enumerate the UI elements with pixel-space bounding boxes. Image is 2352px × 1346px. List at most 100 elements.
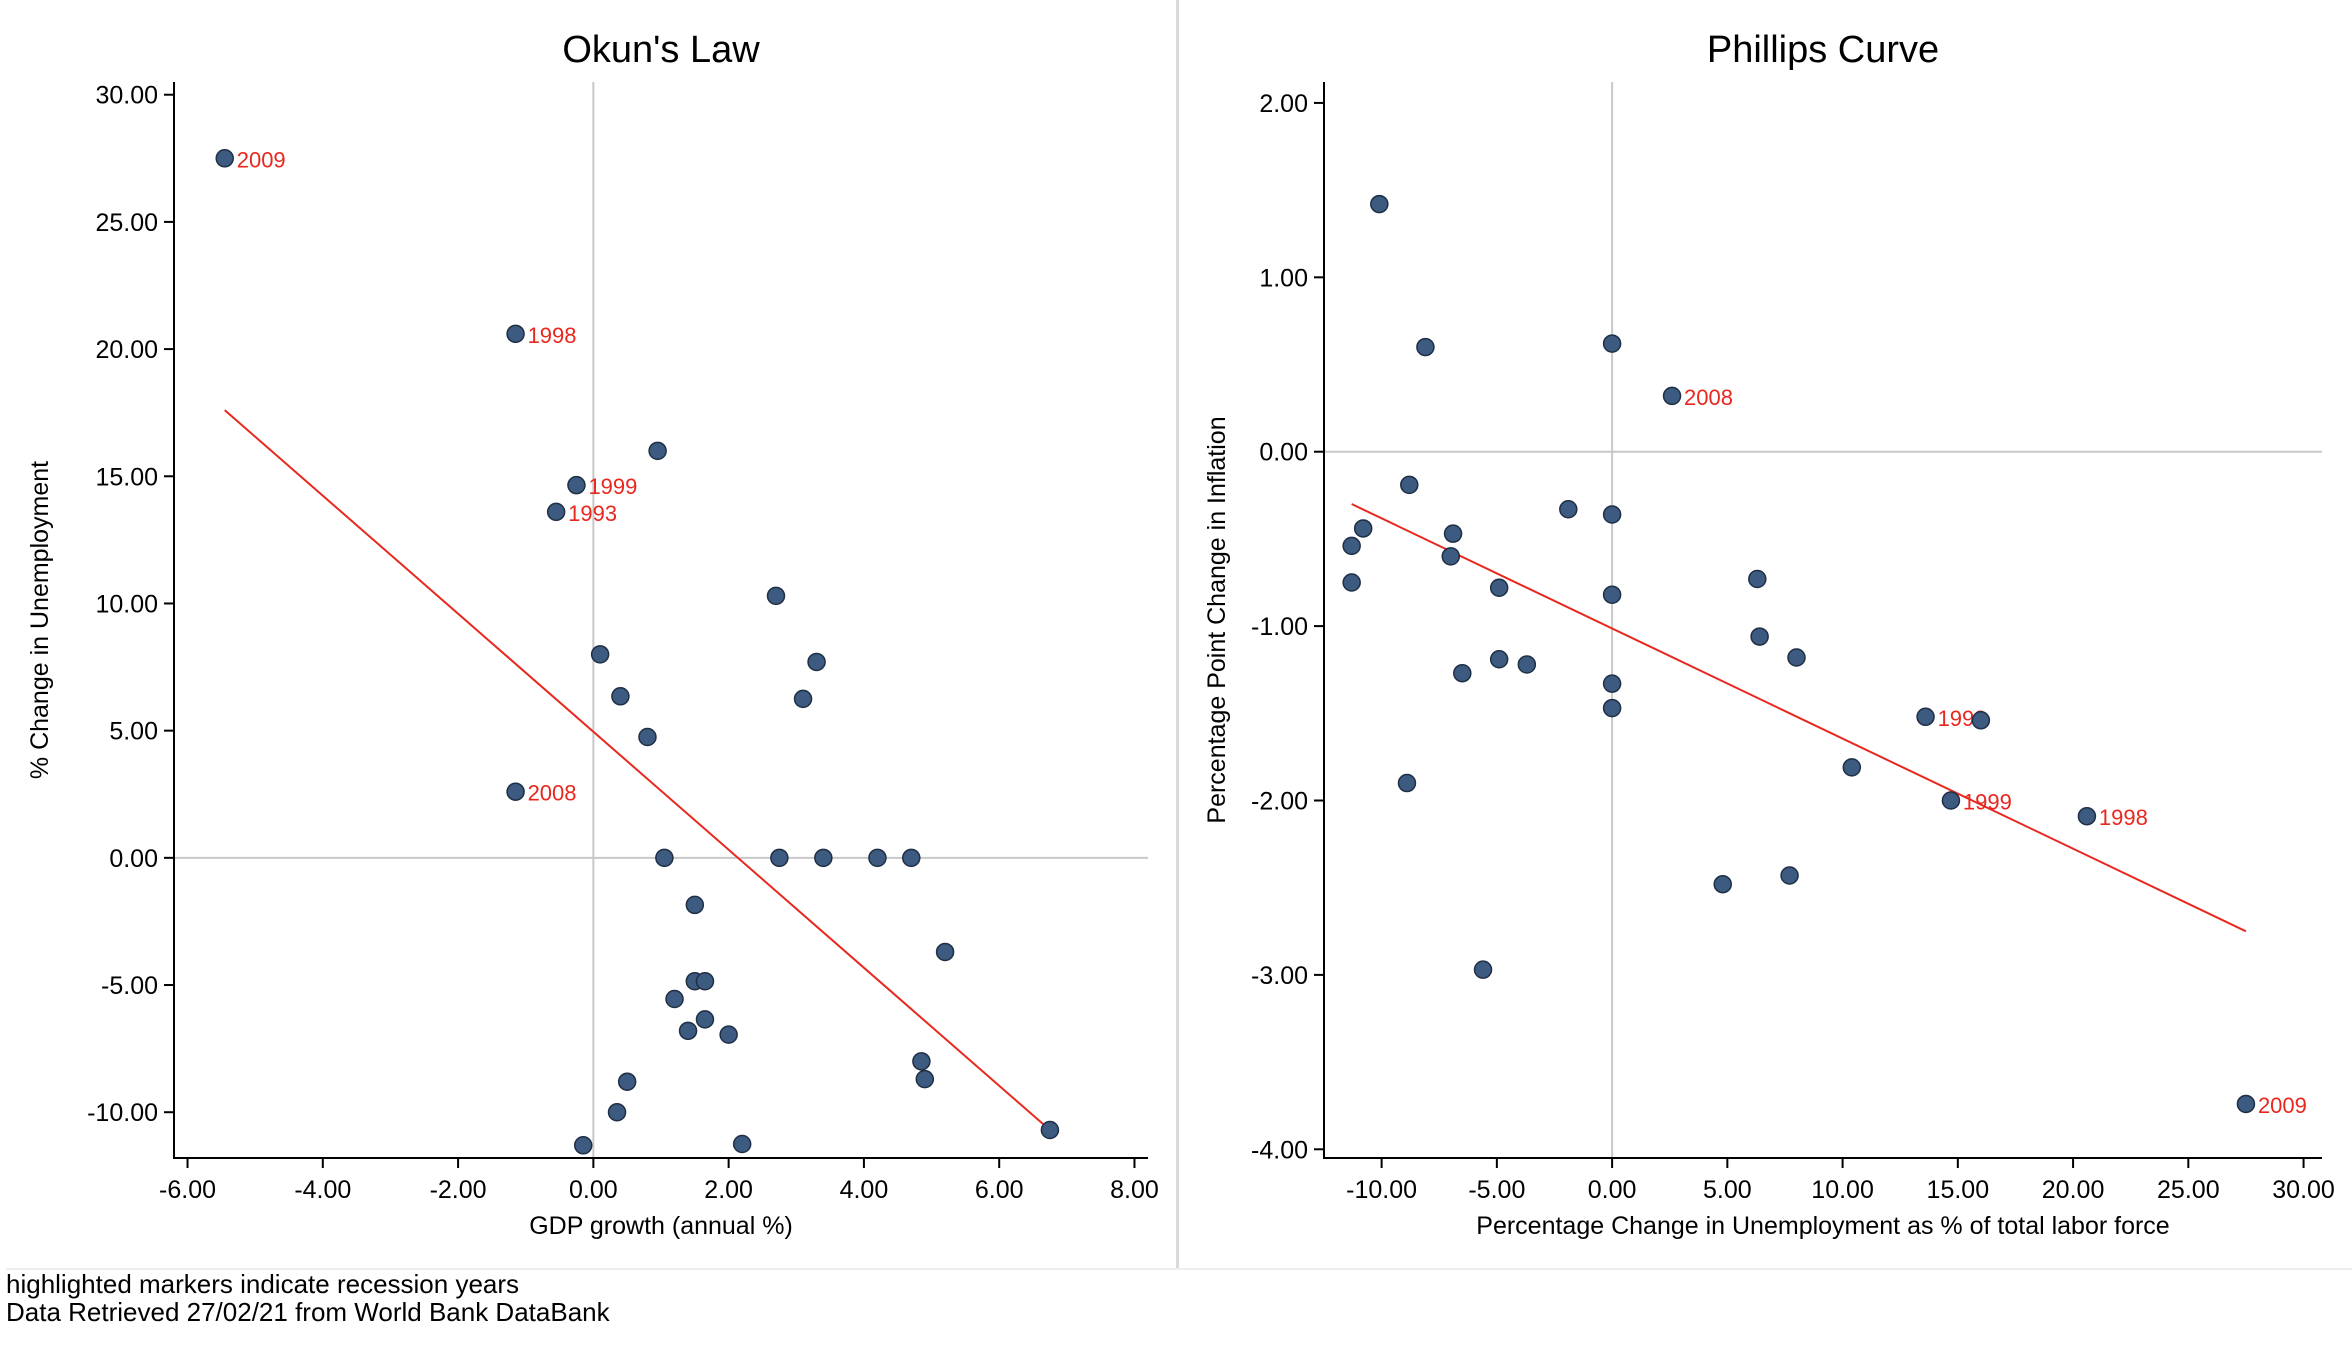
data-point bbox=[1916, 707, 1935, 727]
x-tick-label: -6.00 bbox=[159, 1176, 216, 1204]
x-tick-label: 30.00 bbox=[2272, 1176, 2335, 1204]
y-tick-label: 10.00 bbox=[95, 590, 158, 618]
data-point bbox=[935, 942, 955, 962]
y-tick-label: -2.00 bbox=[1251, 787, 1308, 815]
y-tick-label: 5.00 bbox=[109, 718, 158, 746]
point-label: 1998 bbox=[2099, 805, 2148, 830]
phillips-chart: Phillips Curve -4.00 -3.00 -2.00 -1.00 0.00 1.… bbox=[1203, 29, 2335, 1240]
data-point bbox=[678, 1021, 698, 1041]
data-point bbox=[868, 848, 887, 868]
x-tick-label: 4.00 bbox=[840, 1176, 889, 1204]
point-label: 2008 bbox=[1684, 385, 1733, 410]
fit-line bbox=[224, 409, 1051, 1131]
data-point bbox=[607, 1102, 627, 1122]
x-tick-label: 2.00 bbox=[704, 1176, 753, 1204]
data-point bbox=[1971, 711, 1991, 730]
y-tick-label: -3.00 bbox=[1251, 962, 1308, 990]
chart-title: Phillips Curve bbox=[1707, 29, 1939, 71]
data-point bbox=[1602, 698, 1622, 718]
point-label: 2009 bbox=[237, 147, 286, 172]
data-point bbox=[1040, 1120, 1060, 1140]
data-point bbox=[1342, 536, 1361, 556]
data-point bbox=[1489, 649, 1509, 669]
data-point bbox=[1941, 791, 1961, 810]
x-tick-label: -2.00 bbox=[430, 1176, 487, 1204]
x-tick-label: -10.00 bbox=[1346, 1176, 1417, 1204]
data-point bbox=[685, 895, 705, 915]
x-tick-label: 0.00 bbox=[569, 1176, 618, 1204]
data-point bbox=[1787, 648, 1806, 667]
data-point bbox=[793, 689, 813, 709]
data-point bbox=[215, 149, 234, 168]
data-point bbox=[1662, 386, 1682, 406]
x-tick-label: 20.00 bbox=[2042, 1176, 2105, 1204]
y-tick-label: -1.00 bbox=[1251, 613, 1308, 641]
data-point bbox=[1559, 500, 1578, 519]
point-label: 2009 bbox=[2258, 1093, 2307, 1118]
data-point bbox=[567, 475, 586, 495]
okun-chart-panel: Okun's Law -10.00 -5.00 0.00 5.00 10.00 15.00 2… bbox=[0, 0, 1179, 1268]
data-point bbox=[1750, 627, 1769, 646]
x-axis-label: Percentage Change in Unemployment as % o… bbox=[1476, 1212, 2169, 1240]
data-point bbox=[1370, 194, 1389, 214]
data-point bbox=[1517, 655, 1537, 674]
fit-line bbox=[1351, 503, 2247, 933]
data-point bbox=[1602, 334, 1622, 353]
figure-footer: highlighted markers indicate recession y… bbox=[6, 1268, 2352, 1346]
data-point bbox=[1441, 547, 1461, 566]
data-point bbox=[617, 1072, 637, 1091]
data-point bbox=[1342, 573, 1361, 592]
x-axis-label: GDP growth (annual %) bbox=[529, 1212, 793, 1240]
data-point bbox=[915, 1069, 935, 1089]
data-point bbox=[1713, 874, 1732, 894]
y-tick-label: -10.00 bbox=[87, 1099, 158, 1127]
y-tick-label: 0.00 bbox=[1259, 439, 1308, 467]
data-point bbox=[814, 848, 833, 868]
x-tick-label: 0.00 bbox=[1588, 1176, 1637, 1204]
y-axis-label: Percentage Point Change in Inflation bbox=[1203, 416, 1231, 823]
data-point bbox=[1397, 773, 1417, 793]
data-point bbox=[2077, 806, 2097, 826]
y-tick-label: 15.00 bbox=[95, 463, 158, 491]
y-tick-label: 25.00 bbox=[95, 209, 158, 237]
footer-note: highlighted markers indicate recession y… bbox=[6, 1269, 520, 1299]
data-point bbox=[770, 848, 789, 868]
y-tick-label: 1.00 bbox=[1259, 264, 1308, 292]
data-point bbox=[506, 782, 525, 801]
data-point bbox=[590, 645, 610, 664]
okun-chart: Okun's Law -10.00 -5.00 0.00 5.00 10.00 15.00 2… bbox=[26, 29, 1159, 1240]
data-point bbox=[1473, 960, 1493, 979]
x-tick-label: 6.00 bbox=[975, 1176, 1024, 1204]
data-point bbox=[1416, 337, 1435, 357]
data-point bbox=[1842, 758, 1862, 777]
data-point bbox=[611, 687, 630, 706]
data-point bbox=[1400, 475, 1419, 495]
data-point bbox=[1489, 578, 1509, 597]
data-point bbox=[1353, 519, 1373, 538]
x-tick-label: -5.00 bbox=[1468, 1176, 1525, 1204]
y-tick-label: 0.00 bbox=[109, 845, 158, 873]
data-point bbox=[912, 1052, 931, 1071]
x-tick-label: -4.00 bbox=[294, 1176, 351, 1204]
y-tick-label: 30.00 bbox=[95, 82, 158, 110]
point-label: 1993 bbox=[568, 501, 617, 526]
data-point bbox=[546, 502, 566, 522]
point-label: 1999 bbox=[588, 474, 637, 499]
data-point bbox=[573, 1136, 593, 1155]
data-point bbox=[655, 848, 674, 868]
data-point bbox=[695, 971, 715, 991]
data-point bbox=[1602, 674, 1622, 693]
x-tick-label: 8.00 bbox=[1110, 1176, 1159, 1204]
data-point bbox=[2236, 1094, 2256, 1114]
data-point bbox=[732, 1134, 752, 1154]
data-point bbox=[1602, 585, 1622, 604]
point-label: 2008 bbox=[528, 781, 577, 806]
data-point bbox=[506, 324, 525, 344]
point-label: 1998 bbox=[528, 323, 577, 348]
data-point bbox=[1780, 866, 1799, 885]
y-tick-label: -5.00 bbox=[101, 972, 158, 1000]
data-point bbox=[1453, 663, 1472, 683]
x-tick-label: 10.00 bbox=[1811, 1176, 1874, 1204]
y-tick-label: 2.00 bbox=[1259, 90, 1308, 118]
x-tick-label: 15.00 bbox=[1927, 1176, 1990, 1204]
